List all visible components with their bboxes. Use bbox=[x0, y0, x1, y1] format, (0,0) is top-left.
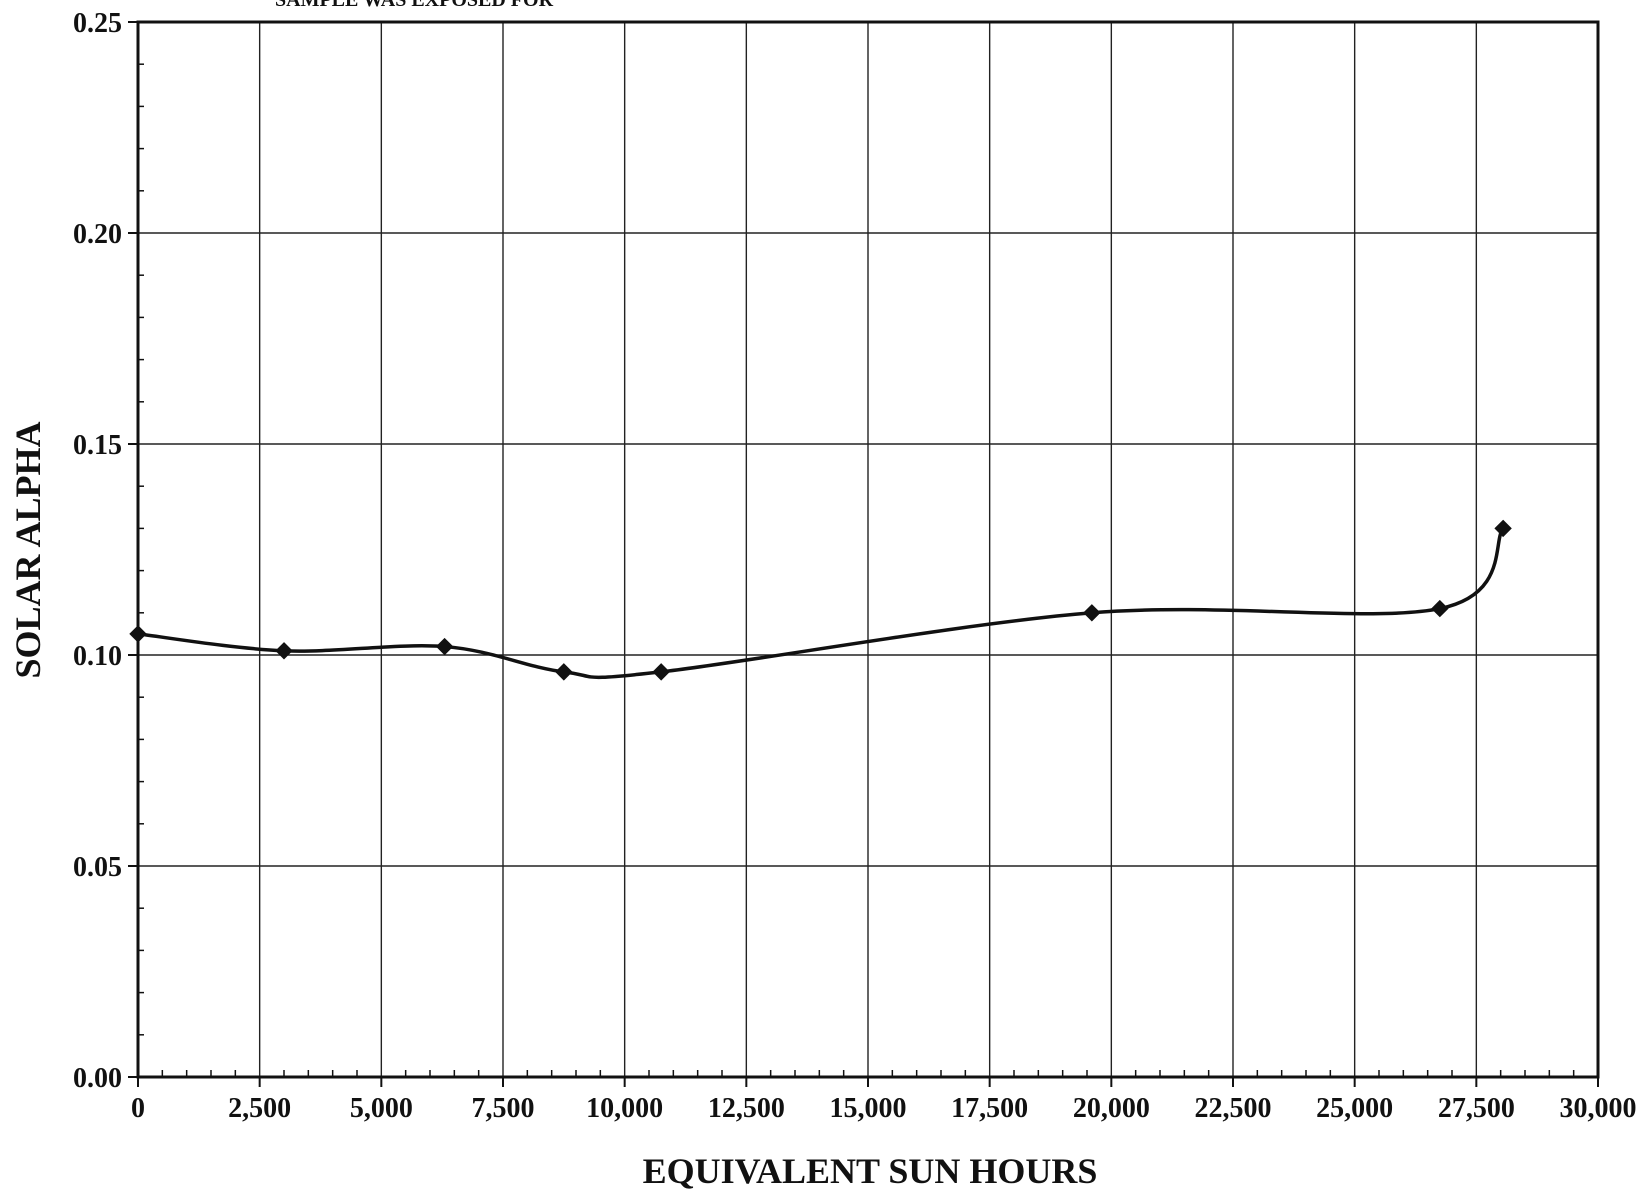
y-tick-label: 0.10 bbox=[73, 641, 122, 672]
plot-frame bbox=[136, 20, 1600, 1079]
x-tick-label: 17,500 bbox=[951, 1093, 1028, 1124]
x-tick-label: 20,000 bbox=[1073, 1093, 1150, 1124]
x-tick-label: 5,000 bbox=[350, 1093, 413, 1124]
x-tick-label: 12,500 bbox=[708, 1093, 785, 1124]
data-point-marker bbox=[435, 637, 454, 656]
data-point-marker bbox=[1083, 604, 1101, 622]
y-tick-label: 0.20 bbox=[73, 219, 122, 250]
header-note: SAMPLE WAS EXPOSED FOR bbox=[275, 0, 554, 11]
minor-ticks bbox=[128, 21, 1599, 1087]
data-point-marker bbox=[1431, 599, 1449, 618]
y-tick-label: 0.00 bbox=[73, 1063, 122, 1094]
x-tick-label: 22,500 bbox=[1195, 1093, 1272, 1124]
data-markers bbox=[129, 519, 1512, 681]
x-tick-label: 10,000 bbox=[586, 1093, 663, 1124]
x-tick-label: 30,000 bbox=[1560, 1093, 1637, 1124]
x-tick-label: 25,000 bbox=[1316, 1093, 1393, 1124]
y-tick-labels: 0.00 0.05 0.10 0.15 0.20 0.25 bbox=[73, 8, 122, 1094]
y-axis-title: SOLAR ALPHA bbox=[8, 421, 48, 678]
data-point-marker bbox=[555, 663, 573, 681]
y-tick-label: 0.05 bbox=[73, 852, 122, 883]
x-tick-label: 7,500 bbox=[472, 1093, 535, 1124]
data-point-marker bbox=[129, 625, 147, 643]
y-tick-label: 0.15 bbox=[73, 430, 122, 461]
x-tick-label: 15,000 bbox=[830, 1093, 907, 1124]
data-point-marker bbox=[1494, 519, 1512, 538]
data-point-marker bbox=[652, 663, 670, 681]
x-tick-label: 0 bbox=[131, 1093, 145, 1124]
data-point-marker bbox=[275, 642, 293, 660]
grid-lines bbox=[138, 22, 1598, 1077]
x-tick-label: 2,500 bbox=[228, 1093, 291, 1124]
x-tick-labels: 0 2,500 5,000 7,500 10,000 12,500 15,000 17,500… bbox=[131, 1093, 1637, 1124]
y-tick-label: 0.25 bbox=[73, 8, 122, 39]
x-axis-title: EQUIVALENT SUN HOURS bbox=[643, 1151, 1098, 1191]
x-tick-label: 27,500 bbox=[1438, 1093, 1515, 1124]
